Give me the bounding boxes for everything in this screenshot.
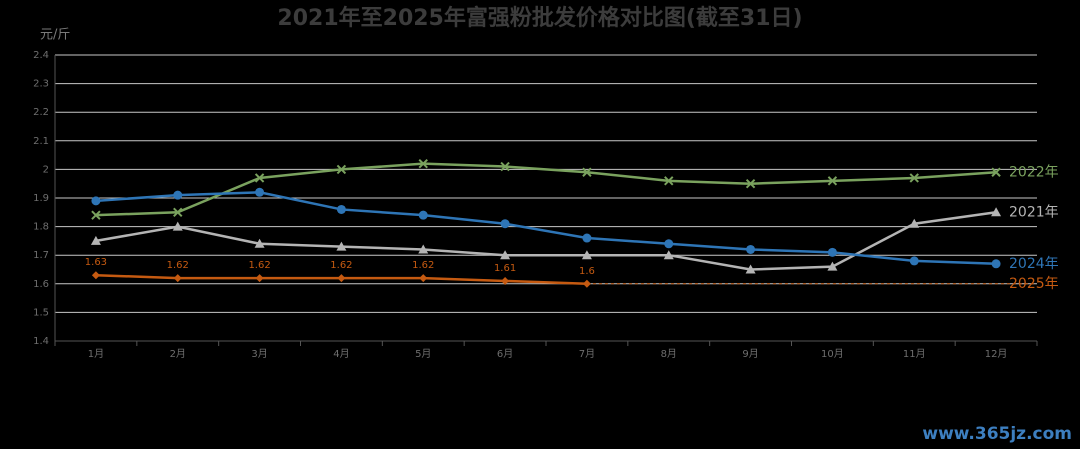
marker: [255, 274, 264, 283]
data-label: 1.62: [248, 260, 270, 271]
data-label: 1.62: [330, 260, 352, 271]
x-tick-label: 11月: [903, 348, 926, 360]
x-tick-label: 4月: [333, 348, 349, 360]
marker: [336, 241, 347, 251]
marker: [336, 164, 347, 175]
marker: [909, 218, 920, 228]
marker: [664, 176, 674, 186]
marker: [91, 271, 100, 280]
y-tick-label: 1.9: [33, 193, 49, 204]
x-tick-label: 12月: [985, 348, 1008, 360]
y-tick-label: 1.6: [33, 279, 49, 290]
marker: [582, 167, 592, 177]
y-tick-label: 2.1: [33, 136, 49, 147]
marker: [255, 187, 265, 197]
x-tick-label: 5月: [415, 348, 431, 360]
marker: [336, 204, 346, 214]
marker: [173, 274, 182, 283]
x-tick-label: 6月: [497, 348, 513, 360]
marker: [582, 279, 591, 288]
y-tick-label: 2: [43, 164, 49, 175]
marker: [254, 238, 265, 248]
marker: [581, 250, 592, 260]
y-tick-label: 1.7: [33, 250, 49, 261]
marker: [500, 250, 511, 260]
y-tick-label: 1.4: [33, 336, 49, 347]
y-tick-label: 1.8: [33, 222, 49, 233]
marker: [418, 244, 429, 254]
data-label: 1.62: [412, 260, 434, 271]
marker: [745, 178, 756, 189]
data-label: 1.61: [494, 263, 516, 274]
series-label: 2024年: [1009, 256, 1059, 272]
x-tick-label: 3月: [251, 348, 267, 360]
marker: [827, 247, 837, 257]
y-axis-label: 元/斤: [40, 28, 70, 43]
marker: [745, 264, 756, 274]
marker: [254, 173, 265, 183]
marker: [173, 207, 183, 218]
data-label: 1.6: [579, 266, 595, 277]
x-tick-label: 9月: [742, 348, 758, 360]
series-line: [95, 211, 997, 271]
data-label: 1.63: [85, 257, 107, 268]
y-tick-label: 2.2: [33, 107, 49, 118]
y-tick-label: 2.4: [33, 50, 49, 61]
x-tick-label: 8月: [661, 348, 677, 360]
marker: [991, 259, 1001, 269]
marker: [418, 158, 428, 169]
marker: [991, 167, 1001, 177]
series-label: 2022年: [1009, 164, 1059, 180]
series-label: 2025年: [1009, 276, 1059, 292]
marker: [827, 176, 838, 186]
marker: [827, 261, 838, 271]
x-tick-label: 7月: [579, 348, 595, 360]
y-tick-label: 1.5: [33, 307, 49, 318]
marker: [991, 207, 1002, 217]
marker: [582, 233, 592, 243]
marker: [501, 276, 510, 285]
x-tick-label: 1月: [88, 348, 104, 360]
marker: [909, 256, 919, 266]
marker: [664, 239, 674, 249]
marker: [173, 190, 183, 200]
y-tick-label: 2.3: [33, 79, 49, 90]
marker: [172, 221, 183, 231]
marker: [91, 196, 101, 206]
series-line: [95, 162, 997, 217]
marker: [419, 274, 428, 283]
chart-title: 2021年至2025年富强粉批发价格对比图(截至31日): [277, 5, 802, 31]
data-label: 1.62: [167, 260, 189, 271]
series-line: [95, 191, 997, 266]
watermark: www.365jz.com: [922, 424, 1072, 444]
x-tick-label: 10月: [821, 348, 844, 360]
marker: [746, 244, 756, 254]
marker: [91, 210, 101, 220]
series-label: 2021年: [1009, 204, 1059, 220]
marker: [90, 235, 101, 245]
marker: [663, 250, 674, 260]
marker: [909, 173, 919, 183]
marker: [500, 219, 510, 229]
marker: [500, 161, 510, 172]
marker: [418, 210, 428, 220]
marker: [337, 274, 346, 283]
x-tick-label: 2月: [170, 348, 186, 360]
